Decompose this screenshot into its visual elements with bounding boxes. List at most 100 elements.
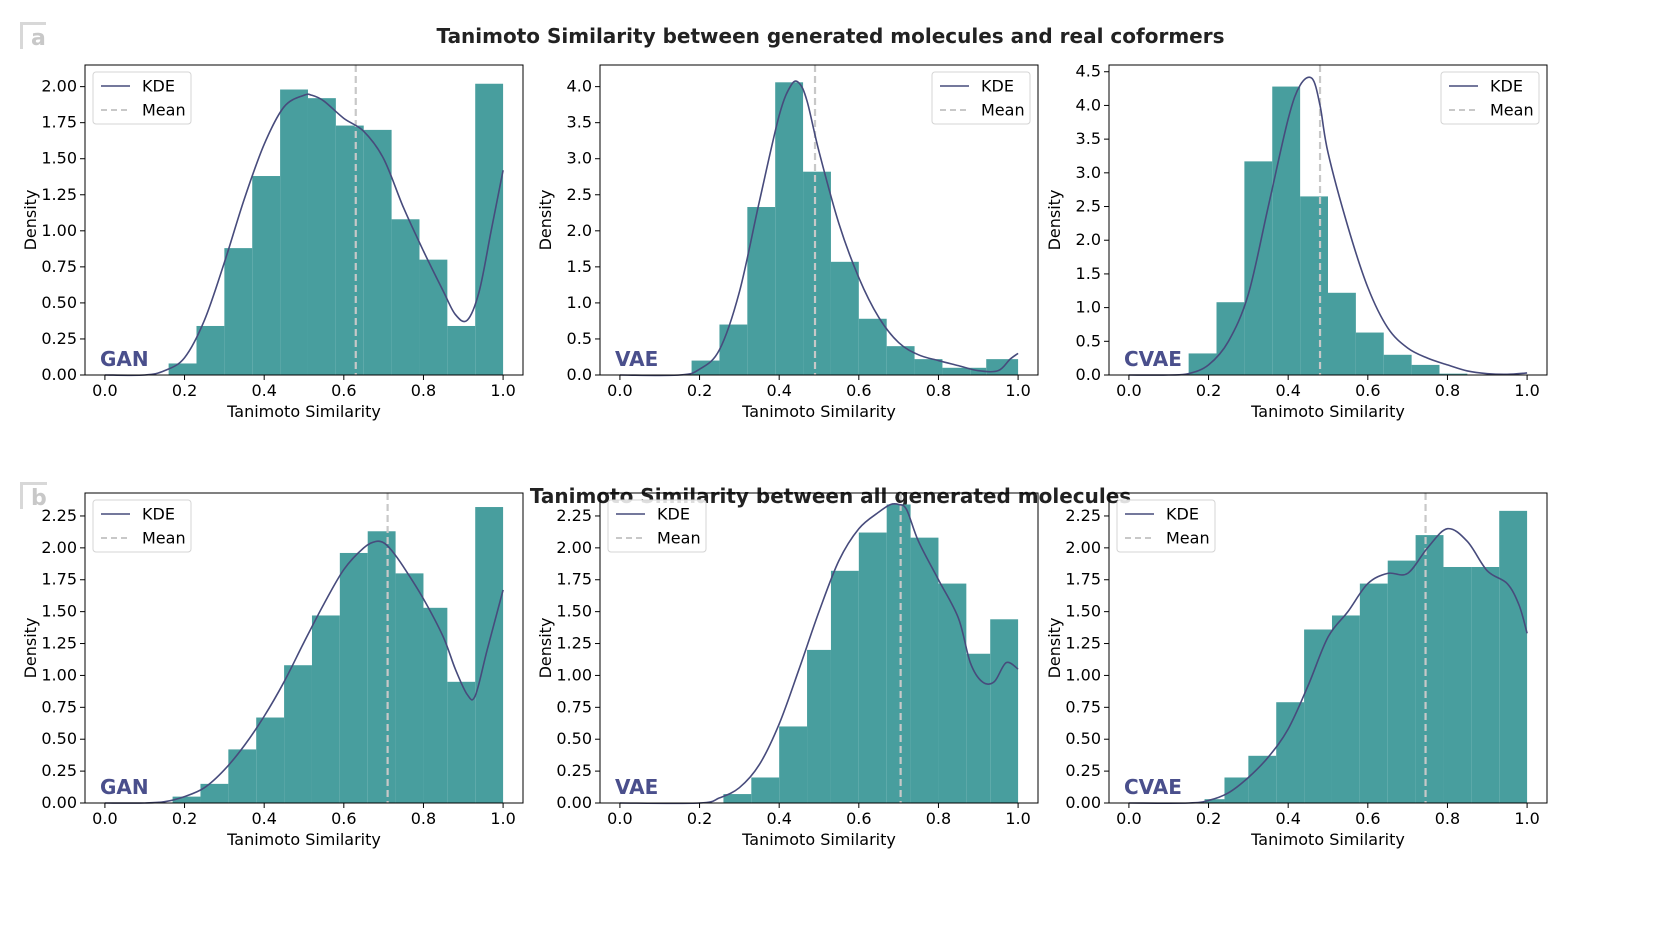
legend-box (607, 499, 707, 553)
histogram-bar (172, 796, 201, 803)
histogram-bar (886, 504, 911, 803)
x-tick-label: 0.0 (607, 381, 632, 400)
y-tick-label: 0.25 (1065, 761, 1101, 780)
x-tick-label: 0.2 (172, 381, 197, 400)
y-tick-label: 2.25 (1065, 506, 1101, 525)
x-tick-label: 1.0 (1005, 809, 1030, 828)
x-axis-label: Tanimoto Similarity (1250, 830, 1405, 849)
model-label: CVAE (1124, 775, 1182, 799)
kde-line (1128, 76, 1528, 376)
legend-kde-label: KDE (1166, 505, 1199, 524)
histogram-bar (751, 777, 780, 803)
plot-frame (599, 64, 1039, 376)
bars (723, 504, 1019, 803)
histogram-bar (447, 681, 476, 803)
panel-a-title: Tanimoto Similarity between generated mo… (436, 24, 1225, 48)
histogram-bar (367, 531, 396, 803)
model-label: VAE (615, 775, 658, 799)
y-tick-label: 1.0 (567, 293, 592, 312)
kde-line (104, 540, 504, 804)
histogram-bar (256, 717, 285, 803)
histogram-bar (475, 83, 504, 375)
x-tick-label: 1.0 (1514, 381, 1539, 400)
model-label: VAE (615, 347, 658, 371)
histogram-bar (363, 129, 392, 375)
legend-box (1116, 499, 1216, 553)
y-tick-label: 2.00 (41, 77, 77, 96)
histogram-bar (723, 794, 752, 803)
bars (172, 507, 504, 803)
y-tick-label: 2.25 (556, 506, 592, 525)
x-tick-label: 0.6 (331, 381, 356, 400)
x-tick-label: 0.8 (926, 381, 951, 400)
histogram-bar (779, 726, 808, 803)
histogram-bar (1411, 364, 1440, 375)
histogram-bar (1188, 353, 1217, 375)
histogram-bar (807, 649, 831, 803)
x-axis-label: Tanimoto Similarity (741, 830, 896, 849)
histogram-bar (1359, 583, 1388, 803)
histogram-bar (1415, 535, 1444, 803)
histogram-bar (1471, 566, 1500, 803)
y-tick-label: 3.5 (1076, 129, 1101, 148)
bars (1204, 510, 1528, 803)
x-axis-label: Tanimoto Similarity (226, 402, 381, 421)
chart-a-gan: 0.0 0.2 0.4 0.6 0.8 1.0 0.00 0.25 0.50 0.75 1.00 1.… (21, 64, 524, 421)
model-label: CVAE (1124, 347, 1182, 371)
x-tick-label: 0.4 (766, 381, 791, 400)
y-tick-label: 1.50 (556, 602, 592, 621)
chart-b-cvae: 0.0 0.2 0.4 0.6 0.8 1.0 0.00 0.25 0.50 0.75 1.00 1.… (1045, 492, 1548, 849)
histogram-bar (990, 619, 1019, 803)
histogram-bar (419, 259, 448, 375)
bars (691, 82, 1019, 376)
y-tick-label: 0.00 (41, 365, 77, 384)
x-tick-label: 0.8 (1435, 381, 1460, 400)
legend-kde-label: KDE (981, 77, 1014, 96)
y-tick-label: 0.25 (41, 329, 77, 348)
x-tick-label: 0.6 (846, 809, 871, 828)
model-label: GAN (100, 347, 149, 371)
bars (1188, 86, 1468, 375)
legend: KDE Mean (92, 71, 192, 125)
histogram-bar (1499, 510, 1528, 803)
y-tick-label: 1.50 (41, 602, 77, 621)
y-tick-label: 2.5 (1076, 197, 1101, 216)
histogram-bar (228, 749, 257, 803)
histogram-bar (447, 325, 476, 375)
histogram-bar (1387, 560, 1416, 803)
x-tick-label: 1.0 (490, 381, 515, 400)
x-tick-label: 0.8 (1435, 809, 1460, 828)
plot-frame (599, 492, 1039, 804)
y-tick-label: 2.25 (41, 506, 77, 525)
x-tick-label: 1.0 (1514, 809, 1539, 828)
legend-kde-label: KDE (142, 77, 175, 96)
y-tick-label: 0.00 (41, 793, 77, 812)
x-tick-label: 0.6 (846, 381, 871, 400)
y-tick-label: 1.5 (567, 257, 592, 276)
histogram-bar (395, 573, 424, 803)
histogram-bar (339, 552, 368, 803)
legend-mean-label: Mean (142, 101, 186, 120)
y-tick-label: 2.00 (41, 538, 77, 557)
histogram-bar (910, 537, 939, 803)
chart-a-cvae: 0.0 0.2 0.4 0.6 0.8 1.0 0.0 0.5 1.0 1.5 2.0 2.5 3.0 3… (1045, 62, 1548, 421)
histogram-bar (475, 507, 504, 803)
x-tick-label: 0.4 (1275, 809, 1300, 828)
histogram-bar (942, 367, 971, 375)
y-tick-label: 2.00 (556, 538, 592, 557)
y-tick-label: 1.00 (556, 665, 592, 684)
kde-line (104, 93, 504, 377)
y-tick-label: 3.0 (1076, 163, 1101, 182)
legend-box (1440, 71, 1540, 125)
x-tick-label: 0.4 (251, 809, 276, 828)
y-axis-label: Density (536, 618, 555, 679)
y-axis-label: Density (1045, 618, 1064, 679)
histogram-bar (858, 532, 887, 803)
y-tick-label: 2.5 (567, 185, 592, 204)
legend-box (92, 71, 192, 125)
y-tick-label: 0.25 (41, 761, 77, 780)
y-tick-label: 0.75 (41, 697, 77, 716)
x-tick-label: 0.6 (1355, 381, 1380, 400)
y-tick-label: 4.0 (1076, 95, 1101, 114)
histogram-bar (391, 219, 420, 375)
